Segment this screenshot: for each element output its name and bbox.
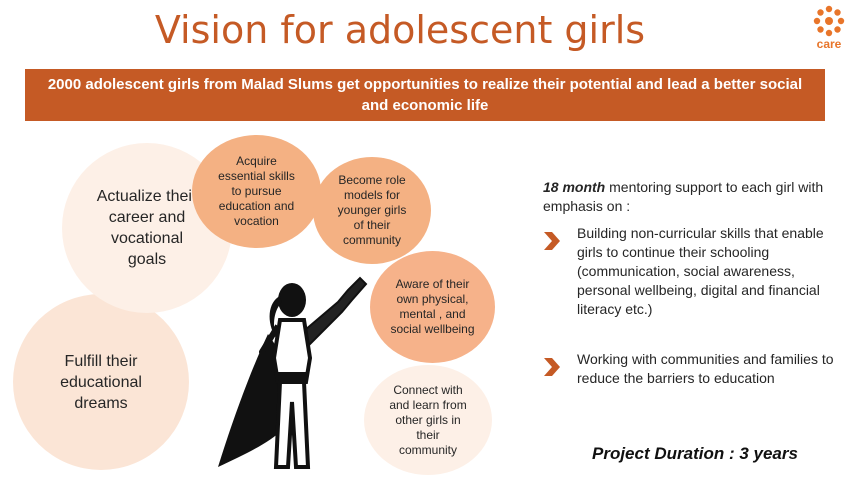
circle-acquire: Acquire essential skills to pursue educa… — [192, 135, 321, 248]
circle-connect: Connect with and learn from other girls … — [364, 365, 492, 475]
circle-connect-text: Connect with and learn from other girls … — [389, 382, 467, 457]
project-duration: Project Duration : 3 years — [592, 444, 798, 463]
mentoring-intro: 18 month mentoring support to each girl … — [543, 178, 833, 216]
circle-role-models-text: Become role models for younger girls of … — [337, 173, 407, 247]
chevron-right-icon — [544, 358, 560, 376]
chevron-right-icon — [544, 232, 560, 250]
bullet-text: Working with communities and families to… — [577, 351, 834, 386]
circle-role-models: Become role models for younger girls of … — [313, 157, 431, 264]
logo-text: care — [816, 37, 842, 51]
circle-acquire-text: Acquire essential skills to pursue educa… — [218, 154, 295, 228]
vision-banner: 2000 adolescent girls from Malad Slums g… — [25, 69, 825, 121]
circle-fulfill: Fulfill their educational dreams — [13, 294, 189, 470]
circle-fulfill-text: Fulfill their educational dreams — [60, 352, 142, 412]
intro-text: mentoring support to each girl with emph… — [543, 179, 824, 214]
bullet-text: Building non-curricular skills that enab… — [577, 225, 824, 317]
superhero-girl-icon — [218, 276, 368, 469]
page-title: Vision for adolescent girls — [154, 8, 646, 52]
intro-emphasis: 18 month — [543, 179, 606, 195]
care-logo: care — [812, 4, 846, 54]
circle-actualize-text: Actualize their career and vocational go… — [96, 188, 198, 268]
circle-aware: Aware of their own physical, mental , an… — [370, 251, 495, 363]
care-logo-icon — [813, 5, 845, 37]
circle-aware-text: Aware of their own physical, mental , an… — [390, 277, 475, 336]
